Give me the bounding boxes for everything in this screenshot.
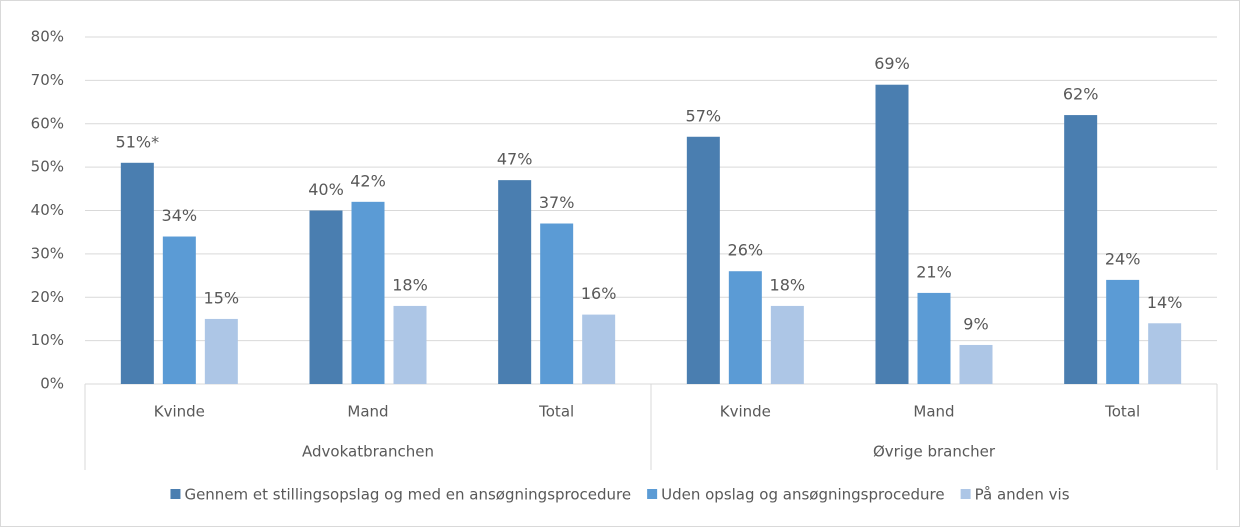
data-label: 57% [686,106,722,125]
y-tick-label: 60% [31,114,64,132]
bar [770,305,804,384]
y-tick-label: 50% [31,158,64,176]
bar [120,162,154,384]
data-label: 40% [308,180,344,199]
bar [959,344,993,384]
bar [162,236,196,384]
legend-swatch [170,489,181,499]
bar [1106,279,1140,384]
y-tick-label: 80% [31,28,64,46]
group-label: Advokatbranchen [302,443,434,461]
y-tick-label: 0% [40,375,64,393]
data-label: 16% [581,284,617,303]
x-tick-label: Kvinde [720,403,771,421]
bar [393,305,427,384]
bar [686,136,720,384]
data-label: 69% [874,54,910,73]
legend-label: Uden opslag og ansøgningsprocedure [661,486,944,504]
bar [875,84,909,385]
data-label: 18% [392,275,428,294]
data-label: 51%* [116,132,160,151]
data-label: 18% [770,275,806,294]
group-label: Øvrige brancher [873,443,996,461]
x-tick-label: Total [538,403,574,421]
x-tick-label: Total [1104,403,1140,421]
data-label: 37% [539,193,575,212]
data-label: 9% [963,314,988,333]
legend-swatch [960,489,971,499]
legend-label: Gennem et stillingsopslag og med en ansø… [184,486,631,504]
data-label: 15% [204,288,240,307]
data-label: 47% [497,150,533,169]
data-label: 26% [728,241,764,260]
bar [582,314,616,384]
bar [498,180,532,384]
data-label: 14% [1147,293,1183,312]
bar [309,210,343,384]
bar [204,318,238,384]
data-label: 34% [162,206,198,225]
data-label: 62% [1063,85,1099,104]
y-tick-label: 30% [31,244,64,262]
data-label: 24% [1105,249,1141,268]
data-label: 21% [916,262,952,281]
legend-swatch [647,489,658,499]
bar [540,223,574,384]
x-tick-label: Mand [913,403,954,421]
bar [351,201,385,384]
data-label: 42% [350,171,386,190]
bar [1148,323,1182,384]
bar [917,292,951,384]
x-tick-label: Mand [347,403,388,421]
bar [728,271,762,384]
legend-label: På anden vis [975,486,1070,504]
y-tick-label: 20% [31,288,64,306]
y-tick-label: 10% [31,331,64,349]
y-tick-label: 70% [31,71,64,89]
x-tick-label: Kvinde [154,403,205,421]
bar [1064,115,1098,384]
y-tick-label: 40% [31,201,64,219]
